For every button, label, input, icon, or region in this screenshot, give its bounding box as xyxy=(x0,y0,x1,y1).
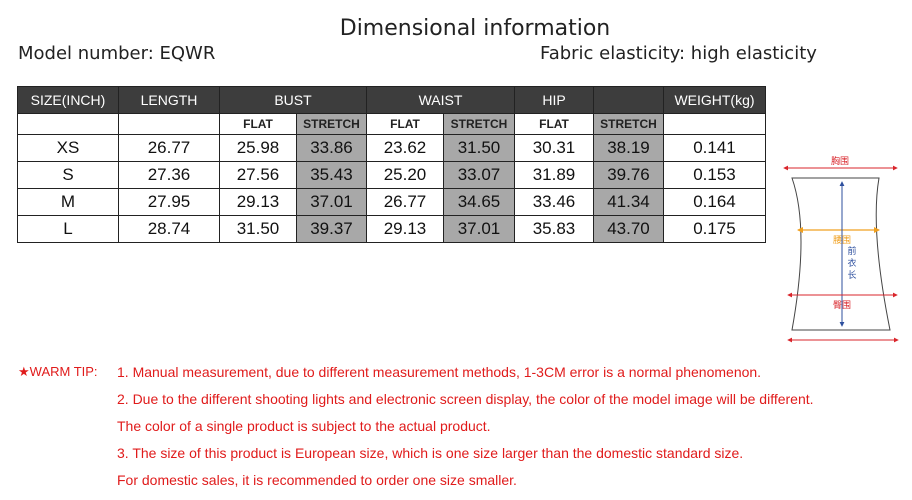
cell-waist-stretch: 33.07 xyxy=(443,161,515,189)
table-row: S 27.36 27.56 35.43 25.20 33.07 31.89 39… xyxy=(17,161,766,189)
cell-size: L xyxy=(17,215,119,243)
cell-waist-flat: 26.77 xyxy=(366,188,444,216)
subheader-flat: FLAT xyxy=(219,113,297,135)
warm-tip-label: ★WARM TIP: xyxy=(18,364,98,379)
hip-label: 臀围 xyxy=(833,300,851,311)
table-subheader-row: FLAT STRETCH FLAT STRETCH FLAT STRETCH xyxy=(17,113,766,135)
cell-hip-flat: 30.31 xyxy=(514,134,594,162)
cell-bust-flat: 29.13 xyxy=(219,188,297,216)
cell-bust-stretch: 35.43 xyxy=(296,161,367,189)
header-size: SIZE(INCH) xyxy=(17,86,119,114)
subheader-flat: FLAT xyxy=(514,113,594,135)
cell-length: 26.77 xyxy=(118,134,220,162)
cell-hip-stretch: 43.70 xyxy=(593,215,664,243)
cell-hip-stretch: 41.34 xyxy=(593,188,664,216)
cell-waist-stretch: 34.65 xyxy=(443,188,515,216)
cell-weight: 0.175 xyxy=(663,215,766,243)
cell-waist-flat: 29.13 xyxy=(366,215,444,243)
header-blank xyxy=(593,86,664,114)
cell-hip-flat: 35.83 xyxy=(514,215,594,243)
subheader-empty xyxy=(17,113,119,135)
cell-hip-flat: 31.89 xyxy=(514,161,594,189)
cell-weight: 0.164 xyxy=(663,188,766,216)
cell-weight: 0.153 xyxy=(663,161,766,189)
subheader-empty xyxy=(118,113,220,135)
cell-bust-stretch: 37.01 xyxy=(296,188,367,216)
subheader-empty xyxy=(663,113,766,135)
cell-hip-stretch: 38.19 xyxy=(593,134,664,162)
cell-bust-stretch: 39.37 xyxy=(296,215,367,243)
cell-length: 27.95 xyxy=(118,188,220,216)
header-bust: BUST xyxy=(219,86,367,114)
bust-label: 胸围 xyxy=(831,155,849,167)
cell-waist-flat: 25.20 xyxy=(366,161,444,189)
tip-line: 1. Manual measurement, due to different … xyxy=(117,364,762,380)
length-label-char: 前 xyxy=(847,245,856,257)
table-header-row: SIZE(INCH) LENGTH BUST WAIST HIP WEIGHT(… xyxy=(17,86,766,114)
header-weight: WEIGHT(kg) xyxy=(663,86,766,114)
header-length: LENGTH xyxy=(118,86,220,114)
cell-weight: 0.141 xyxy=(663,134,766,162)
length-label-char: 长 xyxy=(847,269,856,281)
cell-waist-flat: 23.62 xyxy=(366,134,444,162)
tip-line: 3. The size of this product is European … xyxy=(117,445,744,461)
header-waist: WAIST xyxy=(366,86,515,114)
cell-waist-stretch: 31.50 xyxy=(443,134,515,162)
cell-hip-flat: 33.46 xyxy=(514,188,594,216)
size-chart-table: SIZE(INCH) LENGTH BUST WAIST HIP WEIGHT(… xyxy=(17,86,766,243)
tip-line: For domestic sales, it is recommended to… xyxy=(117,472,517,488)
page-title: Dimensional information xyxy=(339,16,611,41)
subheader-stretch: STRETCH xyxy=(593,113,664,135)
cell-hip-stretch: 39.76 xyxy=(593,161,664,189)
garment-measurement-diagram: 胸围 腰围 前 衣 长 臀围 xyxy=(783,155,899,343)
length-label-char: 衣 xyxy=(847,257,856,269)
tip-line: The color of a single product is subject… xyxy=(117,418,491,434)
table-row: M 27.95 29.13 37.01 26.77 34.65 33.46 41… xyxy=(17,188,766,216)
cell-size: XS xyxy=(17,134,119,162)
cell-length: 27.36 xyxy=(118,161,220,189)
cell-bust-flat: 25.98 xyxy=(219,134,297,162)
cell-bust-stretch: 33.86 xyxy=(296,134,367,162)
cell-bust-flat: 31.50 xyxy=(219,215,297,243)
subheader-flat: FLAT xyxy=(366,113,444,135)
cell-length: 28.74 xyxy=(118,215,220,243)
table-row: L 28.74 31.50 39.37 29.13 37.01 35.83 43… xyxy=(17,215,766,243)
tip-line: 2. Due to the different shooting lights … xyxy=(117,391,814,407)
cell-bust-flat: 27.56 xyxy=(219,161,297,189)
subheader-stretch: STRETCH xyxy=(296,113,367,135)
model-number: Model number: EQWR xyxy=(18,43,216,64)
subheader-stretch: STRETCH xyxy=(443,113,515,135)
cell-waist-stretch: 37.01 xyxy=(443,215,515,243)
header-hip: HIP xyxy=(514,86,594,114)
cell-size: M xyxy=(17,188,119,216)
fabric-elasticity: Fabric elasticity: high elasticity xyxy=(540,43,817,64)
cell-size: S xyxy=(17,161,119,189)
table-row: XS 26.77 25.98 33.86 23.62 31.50 30.31 3… xyxy=(17,134,766,162)
